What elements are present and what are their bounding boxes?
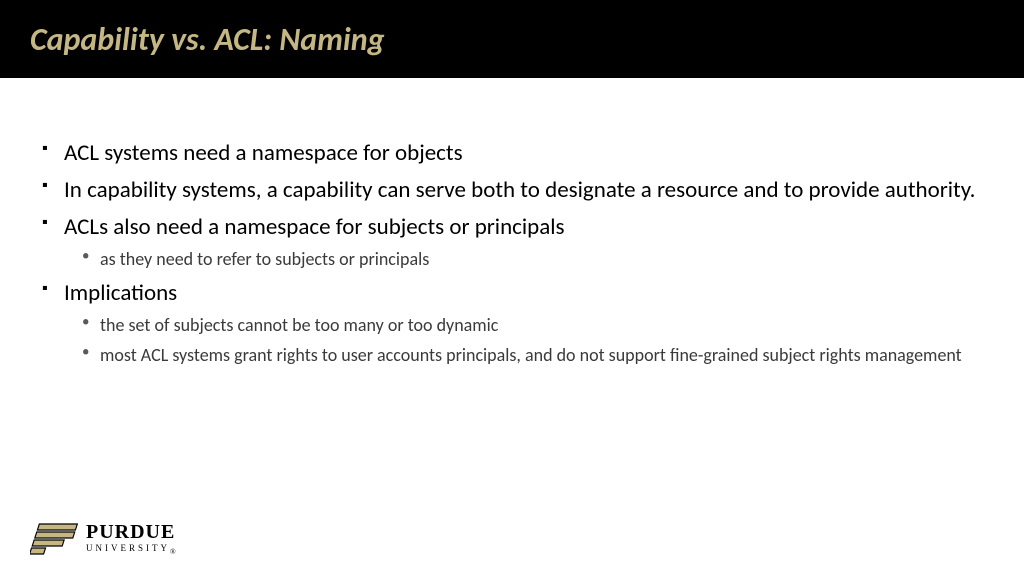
- purdue-logo-mark-icon: [30, 522, 78, 556]
- bullet-item: ACL systems need a namespace for objects: [40, 138, 984, 169]
- title-bar: Capability vs. ACL: Naming: [0, 0, 1024, 78]
- sub-bullet-item: most ACL systems grant rights to user ac…: [78, 343, 984, 368]
- purdue-logo-text: PURDUE UNIVERSITY®: [86, 522, 176, 555]
- bullet-list: ACL systems need a namespace for objects…: [40, 138, 984, 368]
- logo-name: PURDUE: [86, 522, 176, 542]
- bullet-item: In capability systems, a capability can …: [40, 175, 984, 206]
- bullet-text: In capability systems, a capability can …: [64, 176, 975, 204]
- sub-bullet-list: as they need to refer to subjects or pri…: [64, 247, 984, 272]
- slide-content: ACL systems need a namespace for objects…: [0, 78, 1024, 368]
- purdue-logo: PURDUE UNIVERSITY®: [30, 522, 176, 556]
- bullet-text: ACLs also need a namespace for subjects …: [64, 213, 565, 241]
- bullet-text: Implications: [64, 279, 177, 307]
- bullet-text: ACL systems need a namespace for objects: [64, 139, 463, 167]
- sub-bullet-item: the set of subjects cannot be too many o…: [78, 313, 984, 338]
- bullet-item: ACLs also need a namespace for subjects …: [40, 212, 984, 272]
- sub-bullet-list: the set of subjects cannot be too many o…: [64, 313, 984, 367]
- logo-sub: UNIVERSITY®: [86, 544, 176, 555]
- slide-title: Capability vs. ACL: Naming: [30, 20, 385, 59]
- bullet-item: Implications the set of subjects cannot b…: [40, 278, 984, 367]
- sub-bullet-item: as they need to refer to subjects or pri…: [78, 247, 984, 272]
